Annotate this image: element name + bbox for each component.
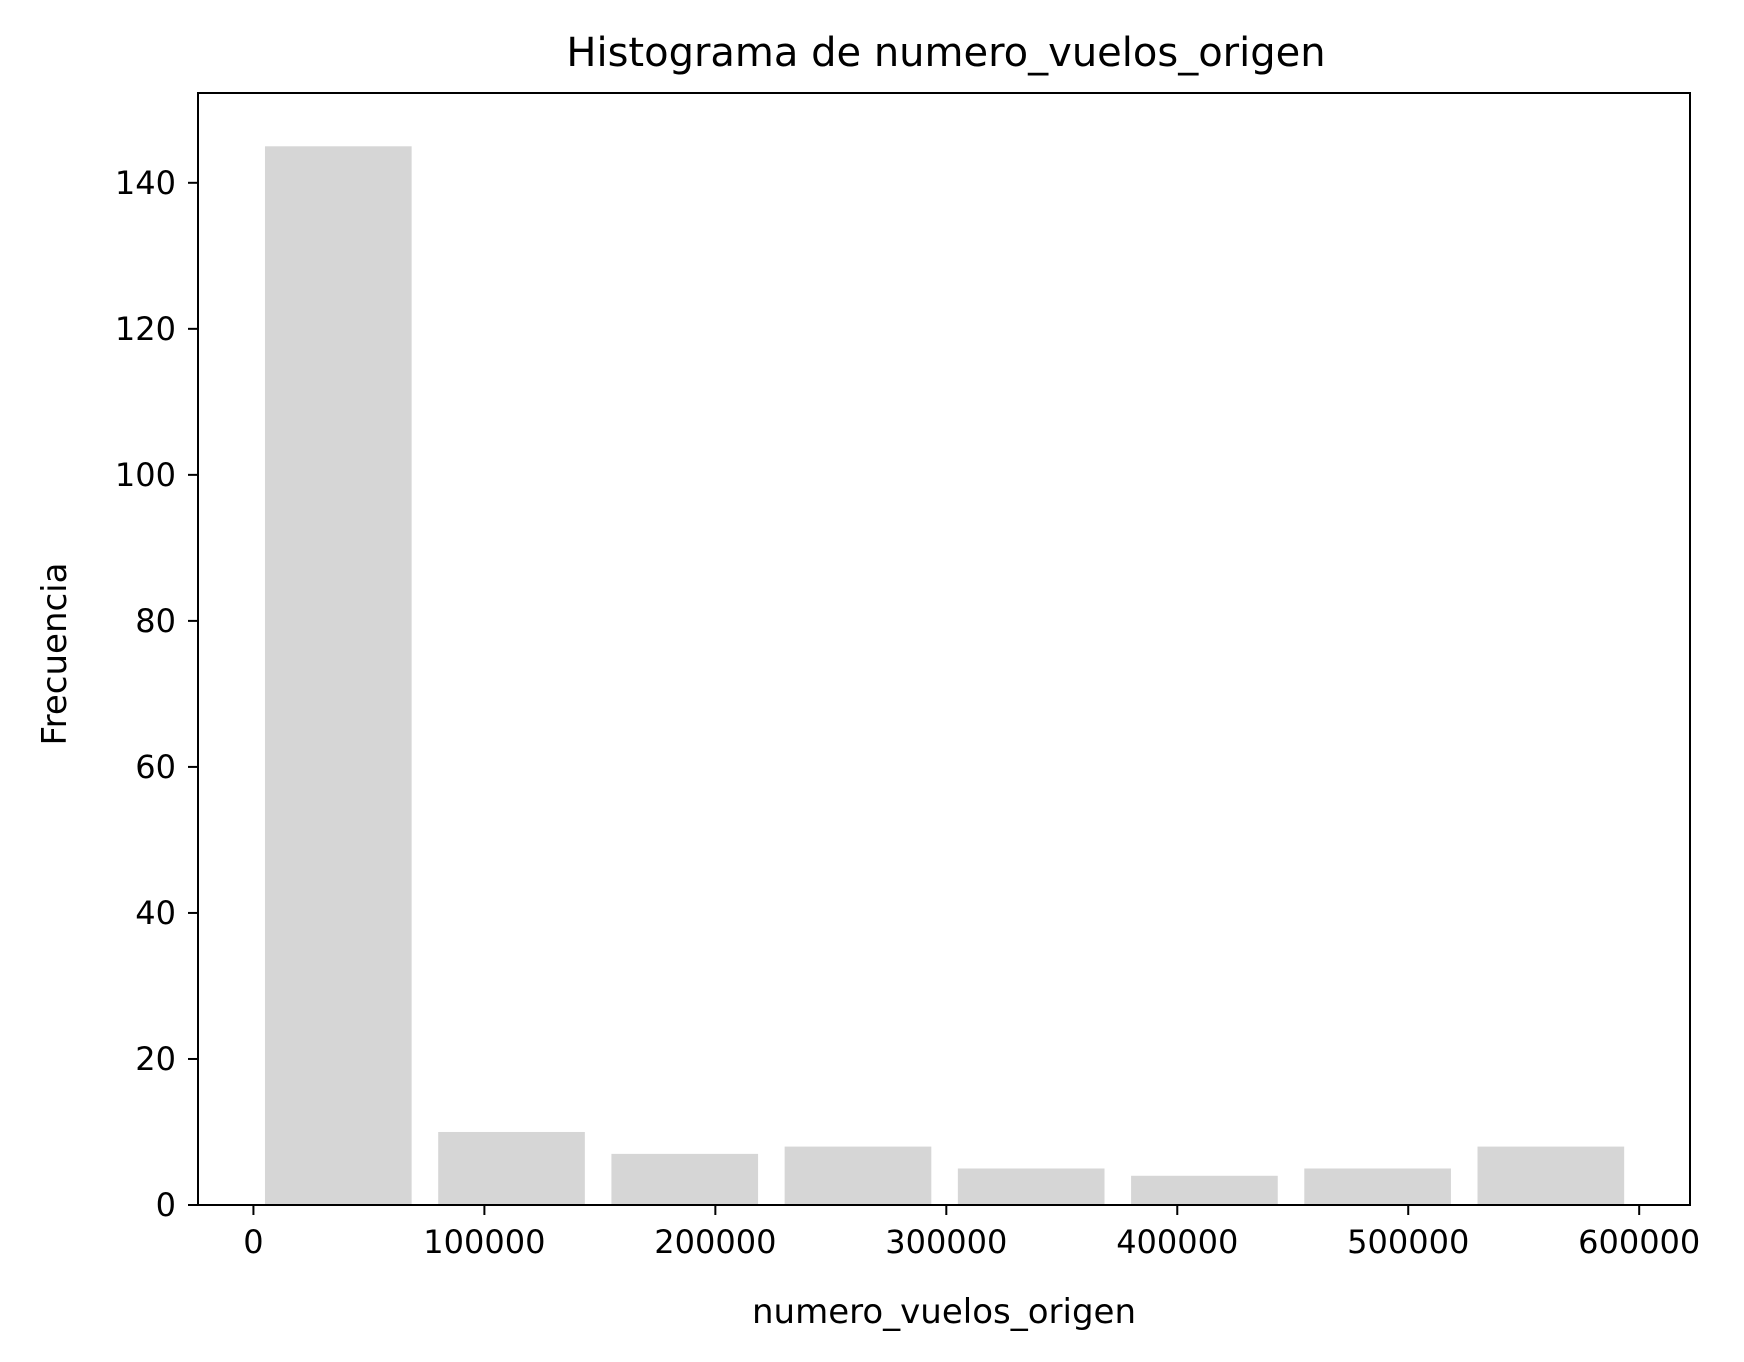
y-tick-label: 80	[135, 602, 176, 640]
y-tick-label: 100	[115, 456, 176, 494]
y-tick-label: 0	[156, 1186, 176, 1224]
histogram-bar-6	[1131, 1175, 1278, 1205]
y-tick-label: 60	[135, 748, 176, 786]
histogram-bar-3	[611, 1153, 759, 1205]
x-tick-label: 200000	[654, 1223, 776, 1261]
plot-frame	[197, 92, 1691, 1206]
histogram-bar-4	[784, 1146, 932, 1205]
x-tick-label: 400000	[1116, 1223, 1238, 1261]
x-tick-label: 100000	[423, 1223, 545, 1261]
x-tick-label: 500000	[1347, 1223, 1469, 1261]
histogram-bar-7	[1304, 1168, 1451, 1205]
chart-title: Histograma de numero_vuelos_origen	[566, 30, 1325, 76]
x-axis-label: numero_vuelos_origen	[752, 1292, 1136, 1332]
y-tick-label: 40	[135, 894, 176, 932]
y-axis-ticks: 0 20 40 60 80 100 120 140	[115, 164, 198, 1224]
y-axis-label: Frecuencia	[35, 563, 75, 746]
bars-group	[264, 146, 1625, 1206]
histogram-bar-8	[1477, 1146, 1625, 1205]
y-tick-label: 140	[115, 164, 176, 202]
histogram-bar-1	[264, 146, 412, 1206]
x-tick-label: 0	[243, 1223, 263, 1261]
histogram-bar-2	[438, 1131, 585, 1205]
x-axis-ticks: 0 100000 200000 300000 400000 500000 600000	[243, 1205, 1700, 1261]
y-tick-label: 20	[135, 1040, 176, 1078]
y-tick-label: 120	[115, 310, 176, 348]
x-tick-label: 600000	[1578, 1223, 1700, 1261]
x-tick-label: 300000	[885, 1223, 1007, 1261]
histogram-bar-5	[957, 1168, 1105, 1205]
